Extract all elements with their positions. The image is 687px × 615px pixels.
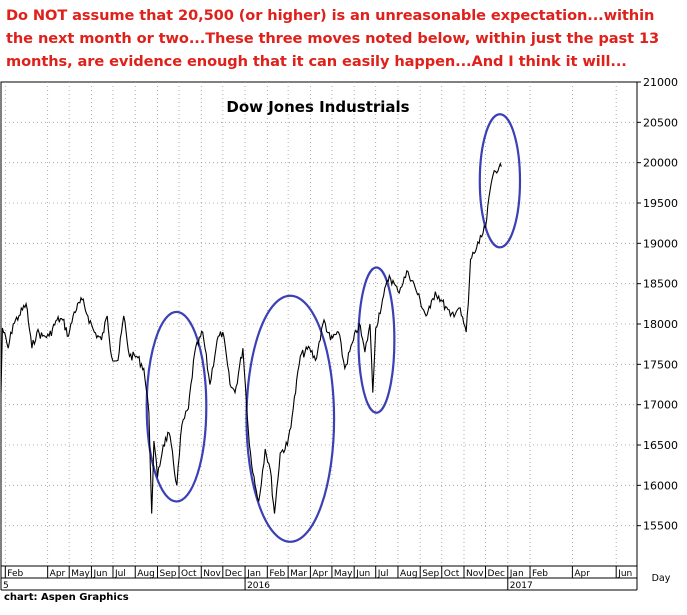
x-tick-label: Jun — [617, 569, 632, 579]
x-tick-label: Sep — [422, 569, 439, 579]
highlight-circles — [145, 113, 522, 543]
y-tick-label: 18000 — [643, 318, 678, 331]
frequency-label: Day — [652, 573, 671, 584]
x-tick-label: May — [71, 569, 90, 579]
highlight-circle-3 — [357, 266, 396, 414]
x-tick-label: Jun — [355, 569, 370, 579]
x-tick-label: Oct — [444, 569, 460, 579]
highlight-circle-2 — [245, 294, 336, 543]
x-tick-label: Jul — [377, 569, 389, 579]
y-tick-label: 17500 — [643, 358, 678, 371]
x-tick-label: Jan — [509, 569, 524, 579]
x-tick-label: Apr — [312, 569, 328, 579]
highlight-circle-4 — [478, 113, 522, 249]
x-tick-label: Feb — [269, 569, 285, 579]
x-tick-label: Jul — [114, 569, 126, 579]
y-tick-label: 19000 — [643, 237, 678, 250]
x-tick-label: Apr — [50, 569, 66, 579]
y-tick-label: 16000 — [643, 479, 678, 492]
x-tick-label: Sep — [159, 569, 176, 579]
x-tick-label: Aug — [400, 569, 418, 579]
source-credit: chart: Aspen Graphics — [4, 592, 129, 603]
x-tick-label: Oct — [181, 569, 197, 579]
x-tick-label: Jun — [92, 569, 107, 579]
highlight-circle-1 — [145, 310, 208, 503]
x-axis: Feb Apr May Jun Jul Aug Sep Oct Nov Dec Jan Feb Mar A… — [0, 566, 638, 591]
y-tick-label: 17000 — [643, 399, 678, 412]
x-tick-label: Mar — [290, 569, 307, 579]
y-tick-label: 19500 — [643, 197, 678, 210]
x-tick-label: Dec — [225, 569, 242, 579]
y-tick-label: 18500 — [643, 278, 678, 291]
y-axis: 15500 16000 16500 17000 17500 18000 18500 19000… — [637, 76, 678, 533]
x-year-label: 2017 — [510, 581, 533, 591]
y-tick-label: 20500 — [643, 116, 678, 129]
x-tick-label: Apr — [574, 569, 590, 579]
x-tick-label: Dec — [488, 569, 505, 579]
x-tick-label: Jan — [246, 569, 261, 579]
x-tick-label: Nov — [203, 569, 221, 579]
x-tick-label: Aug — [137, 569, 155, 579]
price-line — [0, 162, 502, 514]
x-tick-label: Nov — [466, 569, 484, 579]
headline-text: Do NOT assume that 20,500 (or higher) is… — [6, 7, 660, 70]
y-tick-label: 16500 — [643, 439, 678, 452]
x-tick-label: May — [334, 569, 353, 579]
x-year-label: 5 — [3, 581, 9, 591]
y-tick-label: 20000 — [643, 157, 678, 170]
y-tick-label: 21000 — [643, 76, 678, 89]
grid-lines — [1, 82, 637, 566]
x-tick-label: Feb — [7, 569, 23, 579]
x-year-label: 2016 — [247, 581, 270, 591]
chart-title: Dow Jones Industrials — [226, 98, 409, 116]
x-tick-label: Feb — [532, 569, 548, 579]
y-tick-label: 15500 — [643, 520, 678, 533]
